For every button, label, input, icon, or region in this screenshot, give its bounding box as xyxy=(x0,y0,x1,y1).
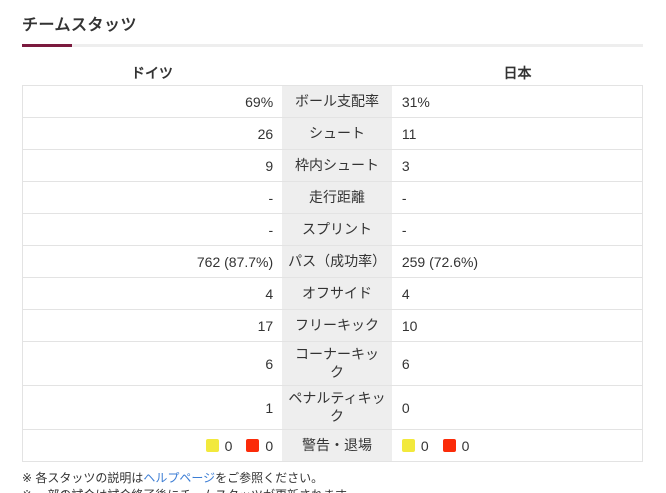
red-card-count-right: 0 xyxy=(461,437,470,454)
yellow-card-icon xyxy=(401,439,415,452)
table-row-offsides: 4 オフサイド 4 xyxy=(23,278,642,310)
stat-value-left: - xyxy=(268,189,274,206)
table-row-sprints: - スプリント - xyxy=(23,214,642,246)
team-stats-section: チームスタッツ ドイツ 日本 69% ボール支配率 31% 26 シュート 11… xyxy=(22,0,643,493)
stats-table: 69% ボール支配率 31% 26 シュート 11 9 枠内シュート 3 - 走… xyxy=(22,85,643,462)
yellow-card-count-left: 0 xyxy=(224,437,233,454)
table-row-shots-on-target: 9 枠内シュート 3 xyxy=(23,150,642,182)
red-card-icon xyxy=(442,439,456,452)
stat-label: 走行距離 xyxy=(282,182,392,213)
red-card-icon xyxy=(246,439,260,452)
help-page-link[interactable]: ヘルプページ xyxy=(143,471,216,485)
stat-value-left: 26 xyxy=(257,125,274,142)
cards-left: 0 0 xyxy=(23,430,282,461)
stat-value-right: 3 xyxy=(401,157,410,174)
footnote-update-notice: ※ 一部の試合は試合終了後にチームスタッツが更新されます。 xyxy=(22,487,643,493)
footnote-text: をご参照ください。 xyxy=(215,471,324,485)
table-row-free-kicks: 17 フリーキック 10 xyxy=(23,310,642,342)
stat-label: フリーキック xyxy=(282,310,392,341)
table-row-possession: 69% ボール支配率 31% xyxy=(23,86,642,118)
stat-label: シュート xyxy=(282,118,392,149)
stat-value-left: 9 xyxy=(265,157,274,174)
stat-value-right: - xyxy=(401,221,407,238)
stat-value-left: 17 xyxy=(257,317,274,334)
stat-label: ペナルティキック xyxy=(282,386,392,429)
stat-value-right: 259 (72.6%) xyxy=(401,253,479,270)
title-underline-accent xyxy=(22,44,72,47)
footnote-text: ※ 各スタッツの説明は xyxy=(22,471,144,485)
table-row-shots: 26 シュート 11 xyxy=(23,118,642,150)
stat-value-left: - xyxy=(268,221,274,238)
stat-value-right: - xyxy=(401,189,407,206)
cards-right: 0 0 xyxy=(392,430,642,461)
stat-value-left: 4 xyxy=(265,285,274,302)
table-row-cards: 0 0 警告・退場 0 0 xyxy=(23,430,642,462)
stat-label: 枠内シュート xyxy=(282,150,392,181)
stat-value-right: 10 xyxy=(401,317,418,334)
table-row-distance: - 走行距離 - xyxy=(23,182,642,214)
stat-value-right: 6 xyxy=(401,355,410,372)
red-card-count-left: 0 xyxy=(265,437,274,454)
team-name-right: 日本 xyxy=(503,64,532,81)
yellow-card-count-right: 0 xyxy=(420,437,429,454)
stat-value-right: 11 xyxy=(401,125,417,142)
stat-value-left: 69% xyxy=(245,93,274,110)
table-row-penalty-kicks: 1 ペナルティキック 0 xyxy=(23,386,642,430)
stat-value-left: 762 (87.7%) xyxy=(196,253,274,270)
page-title: チームスタッツ xyxy=(22,17,138,34)
yellow-card-icon xyxy=(205,439,219,452)
stat-label: スプリント xyxy=(282,214,392,245)
stat-label: コーナーキック xyxy=(282,342,392,385)
stat-label: ボール支配率 xyxy=(282,86,392,117)
title-underline xyxy=(22,44,643,47)
stat-label: オフサイド xyxy=(282,278,392,309)
table-row-corner-kicks: 6 コーナーキック 6 xyxy=(23,342,642,386)
team-name-left: ドイツ xyxy=(131,64,173,81)
stat-value-left: 1 xyxy=(265,399,274,416)
footnote-stats-help: ※ 各スタッツの説明はヘルプページをご参照ください。 xyxy=(22,470,643,487)
stat-value-left: 6 xyxy=(265,355,274,372)
footnotes: ※ 各スタッツの説明はヘルプページをご参照ください。 ※ 一部の試合は試合終了後… xyxy=(22,470,643,493)
stat-value-right: 31% xyxy=(401,93,430,110)
stat-value-right: 0 xyxy=(401,399,410,416)
table-row-passes: 762 (87.7%) パス（成功率） 259 (72.6%) xyxy=(23,246,642,278)
stat-value-right: 4 xyxy=(401,285,410,302)
stat-label: 警告・退場 xyxy=(282,430,392,461)
stat-label: パス（成功率） xyxy=(282,246,392,277)
team-header-row: ドイツ 日本 xyxy=(22,60,643,85)
